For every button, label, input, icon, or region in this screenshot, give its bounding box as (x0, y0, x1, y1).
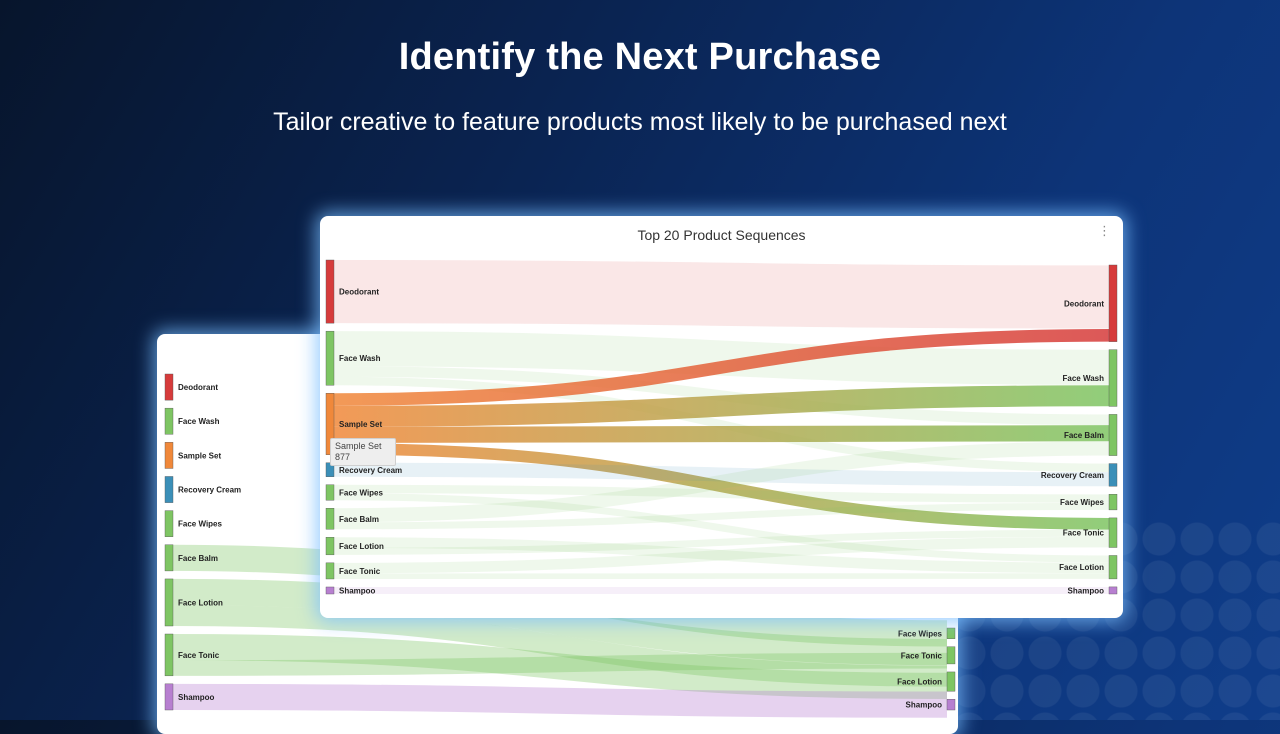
sankey-label-source-recovery-cream: Recovery Cream (339, 466, 402, 475)
sankey-node-source-deodorant[interactable] (326, 260, 334, 323)
front-chart-card: Top 20 Product Sequences ⋮ Deodorant Face… (320, 216, 1123, 618)
sankey-node-target-face-tonic[interactable] (1109, 518, 1117, 548)
sankey-label-target-face-wipes: Face Wipes (1060, 498, 1104, 507)
sankey-node-source-face-balm[interactable] (326, 508, 334, 529)
sankey-label-source-face-wipes: Face Wipes (178, 520, 222, 529)
sankey-node-source-shampoo[interactable] (326, 587, 334, 594)
sankey-node-target-shampoo[interactable] (947, 699, 955, 710)
tooltip-label: Sample Set (335, 441, 391, 452)
sankey-node-source-face-tonic[interactable] (165, 634, 173, 676)
sankey-node-source-face-lotion[interactable] (165, 579, 173, 626)
sankey-node-source-face-wipes[interactable] (326, 485, 334, 500)
sankey-label-source-recovery-cream: Recovery Cream (178, 486, 241, 495)
sankey-node-target-face-tonic[interactable] (947, 647, 955, 664)
sankey-label-target-shampoo: Shampoo (906, 701, 943, 710)
chart-title: Top 20 Product Sequences (320, 227, 1123, 243)
sankey-node-source-face-wipes[interactable] (165, 511, 173, 537)
more-options-icon[interactable]: ⋮ (1098, 224, 1111, 237)
sankey-link-shampoo-to-shampoo[interactable] (173, 697, 947, 705)
sankey-node-source-face-balm[interactable] (165, 545, 173, 571)
sankey-label-target-face-lotion: Face Lotion (897, 678, 942, 687)
front-sankey-chart: Deodorant Face Wash Sample Set Recovery Cre… (320, 216, 1123, 618)
sankey-node-target-face-lotion[interactable] (1109, 555, 1117, 578)
sankey-label-source-face-lotion: Face Lotion (339, 542, 384, 551)
sankey-node-target-deodorant[interactable] (1109, 265, 1117, 342)
sankey-node-target-shampoo[interactable] (1109, 587, 1117, 594)
sankey-label-source-face-wipes: Face Wipes (339, 489, 383, 498)
sankey-link-sample-set-to-face-balm[interactable] (334, 433, 1109, 435)
sankey-label-source-face-balm: Face Balm (178, 554, 218, 563)
sankey-node-source-sample-set[interactable] (165, 442, 173, 468)
sankey-node-source-face-lotion[interactable] (326, 537, 334, 555)
sankey-label-source-sample-set: Sample Set (339, 420, 382, 429)
sankey-node-source-recovery-cream[interactable] (165, 476, 173, 502)
sankey-label-source-face-balm: Face Balm (339, 515, 379, 524)
sankey-label-source-deodorant: Deodorant (339, 288, 379, 297)
sankey-node-source-shampoo[interactable] (165, 684, 173, 710)
sankey-link-deodorant-to-deodorant[interactable] (334, 292, 1109, 297)
page-headline: Identify the Next Purchase (0, 36, 1280, 79)
sankey-label-source-face-tonic: Face Tonic (178, 651, 220, 660)
sankey-label-source-sample-set: Sample Set (178, 451, 221, 460)
tooltip-value: 877 (335, 452, 391, 463)
page-subheadline: Tailor creative to feature products most… (0, 108, 1280, 137)
sankey-label-source-shampoo: Shampoo (178, 693, 215, 702)
sankey-label-source-face-lotion: Face Lotion (178, 598, 223, 607)
sankey-label-source-deodorant: Deodorant (178, 383, 218, 392)
sankey-label-target-face-balm: Face Balm (1064, 431, 1104, 440)
sankey-label-target-shampoo: Shampoo (1068, 586, 1105, 595)
sankey-label-target-face-tonic: Face Tonic (1063, 529, 1105, 538)
sankey-link-face-tonic-to-face-tonic[interactable] (173, 661, 947, 668)
sankey-node-target-recovery-cream[interactable] (1109, 464, 1117, 487)
sankey-label-source-face-tonic: Face Tonic (339, 567, 381, 576)
sankey-label-target-face-lotion: Face Lotion (1059, 563, 1104, 572)
sankey-label-target-face-wipes: Face Wipes (898, 629, 942, 638)
sankey-label-source-face-wash: Face Wash (178, 417, 220, 426)
sankey-node-source-face-tonic[interactable] (326, 563, 334, 579)
sankey-label-target-deodorant: Deodorant (1064, 299, 1104, 308)
sankey-label-target-recovery-cream: Recovery Cream (1041, 471, 1104, 480)
sankey-label-source-face-wash: Face Wash (339, 354, 381, 363)
sankey-node-target-face-wash[interactable] (1109, 350, 1117, 407)
sankey-node-target-face-wipes[interactable] (1109, 494, 1117, 510)
sankey-node-source-face-wash[interactable] (165, 408, 173, 434)
sankey-node-target-face-wipes[interactable] (947, 628, 955, 639)
sankey-label-target-face-tonic: Face Tonic (901, 651, 943, 660)
sankey-label-source-shampoo: Shampoo (339, 586, 376, 595)
sankey-node-source-face-wash[interactable] (326, 331, 334, 385)
sankey-tooltip: Sample Set 877 (330, 438, 396, 466)
sankey-node-source-deodorant[interactable] (165, 374, 173, 400)
sankey-node-target-face-balm[interactable] (1109, 414, 1117, 455)
sankey-node-target-face-lotion[interactable] (947, 672, 955, 691)
sankey-label-target-face-wash: Face Wash (1063, 374, 1105, 383)
